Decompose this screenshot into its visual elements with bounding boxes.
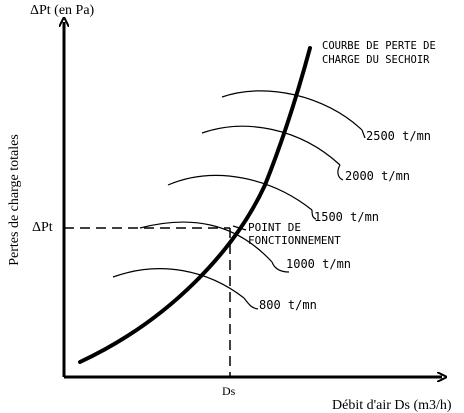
leader-800 xyxy=(243,297,259,310)
x-axis-label: Débit d'air Ds (m3/h) xyxy=(332,398,452,413)
y-axis-label: Pertes de charge totales xyxy=(7,134,22,266)
fan-speed-label-800: 800 t/mn xyxy=(259,298,317,312)
leader-1500 xyxy=(311,209,317,220)
fan-speed-label-2500: 2500 t/mn xyxy=(366,129,431,143)
operating-point-label-line2: FONCTIONNEMENT xyxy=(248,234,341,247)
y-axis-title: ΔPt (en Pa) xyxy=(30,3,95,18)
fan-speed-label-1000: 1000 t/mn xyxy=(286,257,351,271)
operating-point-label-line1: POINT DE xyxy=(248,221,301,234)
fan-speed-label-2000: 2000 t/mn xyxy=(345,169,410,183)
operating-point-leader xyxy=(232,225,247,231)
fan-curve-800 xyxy=(112,268,245,299)
x-tick-ds: Ds xyxy=(222,384,236,398)
dryer-curve-label-line1: COURBE DE PERTE DE xyxy=(322,40,436,52)
y-tick-delta-pt: ΔPt xyxy=(32,220,53,235)
leader-1000 xyxy=(271,261,290,273)
dryer-pressure-loss-curve xyxy=(78,46,312,364)
leader-2000 xyxy=(337,164,344,181)
fan-curve-1500 xyxy=(167,174,313,211)
fan-curve-1000 xyxy=(139,221,273,263)
fan-curve-2500 xyxy=(221,90,363,131)
leader-2500 xyxy=(361,129,366,139)
fan-curve-2000 xyxy=(201,125,341,166)
dryer-curve-label-line2: CHARGE DU SECHOIR xyxy=(322,54,430,66)
fan-speed-label-1500: 1500 t/mn xyxy=(314,210,379,224)
